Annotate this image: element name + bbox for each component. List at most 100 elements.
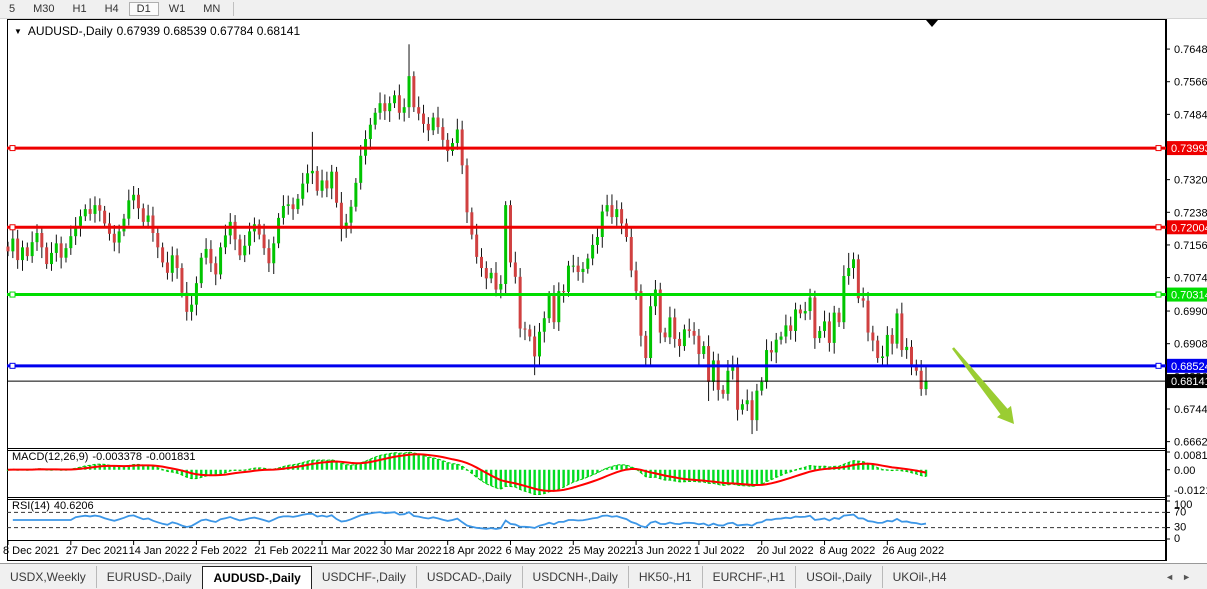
timeframe-button-d1[interactable]: D1 (128, 2, 159, 16)
timeframe-button-h4[interactable]: H4 (104, 3, 119, 15)
candle-up (760, 381, 764, 391)
tab-usdcnh-daily[interactable]: USDCNH-,Daily (521, 566, 628, 588)
date-axis-label: 25 May 2022 (568, 545, 632, 557)
candle-down (624, 223, 628, 237)
tab-usdcad-daily[interactable]: USDCAD-,Daily (415, 566, 522, 588)
candle-up (566, 265, 570, 292)
macd-histogram-bar (470, 469, 474, 474)
macd-histogram-bar (673, 469, 676, 482)
macd-histogram-bar (533, 469, 536, 495)
candle-down (871, 332, 875, 341)
tab-usdchf-daily[interactable]: USDCHF-,Daily (321, 570, 406, 584)
candle-down (692, 330, 696, 336)
toolbar-separator (233, 2, 235, 16)
macd-histogram-bar (427, 456, 430, 470)
macd-histogram-bar (924, 469, 928, 477)
candle-down (185, 292, 189, 312)
rsi-axis-label: 70 (1174, 506, 1186, 518)
date-axis-label: 27 Dec 2021 (66, 545, 128, 557)
date-axis-label: 13 Jun 2022 (631, 545, 692, 557)
candle-up (885, 334, 889, 357)
candle-up (847, 268, 851, 277)
sell-trend-arrow (952, 347, 1014, 424)
macd-histogram-bar (209, 469, 213, 476)
candle-down (697, 335, 701, 355)
macd-histogram-bar (253, 468, 256, 470)
candle-down (523, 328, 527, 330)
macd-histogram-bar (866, 463, 870, 470)
candle-up (30, 242, 34, 257)
candle-up (731, 364, 735, 371)
macd-histogram-bar (316, 460, 319, 470)
tab-hk50-h1[interactable]: HK50-,H1 (627, 566, 702, 588)
candle-up (726, 370, 730, 394)
macd-histogram-bar (818, 466, 821, 470)
candle-up (219, 247, 223, 275)
timeframe-button-w1[interactable]: W1 (168, 3, 186, 15)
candle-up (615, 209, 619, 218)
macd-histogram-bar (726, 469, 730, 485)
timeframe-button-m30[interactable]: M30 (33, 3, 55, 15)
macd-histogram-bar (707, 469, 710, 484)
macd-histogram-bar (108, 465, 111, 470)
candle-down (25, 247, 29, 257)
candle-up (74, 225, 78, 237)
candle-down (479, 256, 483, 269)
candle-up (823, 321, 827, 331)
candle-up (808, 297, 812, 312)
candle-up (895, 313, 899, 344)
candle-down (678, 338, 682, 347)
macd-histogram-bar (572, 469, 575, 483)
candle-up (310, 170, 314, 174)
macd-histogram-bar (644, 469, 647, 477)
candle-up (35, 233, 39, 243)
tab-usdx-weekly[interactable]: USDX,Weekly (10, 570, 86, 584)
timeframe-button-h1[interactable]: H1 (72, 3, 87, 15)
candle-down (914, 364, 918, 371)
tab-audusd-daily[interactable]: AUDUSD-,Daily (202, 565, 312, 589)
candle-down (634, 270, 638, 292)
candle-down (257, 224, 261, 235)
macd-histogram-bar (915, 469, 918, 474)
macd-histogram-bar (688, 469, 691, 482)
macd-histogram-bar (871, 465, 875, 470)
macd-histogram-bar (320, 459, 324, 470)
tab-eurchf-h1[interactable]: EURCHF-,H1 (701, 566, 796, 588)
macd-histogram-bar (451, 463, 454, 470)
tab-eurusd-daily[interactable]: EURUSD-,Daily (95, 566, 202, 588)
candle-down (156, 233, 160, 248)
macd-histogram-bar (799, 468, 802, 470)
macd-histogram-bar (760, 469, 763, 485)
symbol-dropdown-icon[interactable]: ▼ (14, 27, 22, 36)
price-axis-badge-label: 0.68141 (1171, 376, 1207, 388)
macd-histogram-bar (625, 465, 628, 470)
tab-usoil-daily[interactable]: USOil-,Daily (795, 566, 881, 588)
candle-down (88, 209, 92, 214)
tab-scroll-arrows[interactable]: ◄► (1165, 572, 1199, 582)
timeframe-button-m5[interactable]: 5 (9, 3, 16, 15)
macd-histogram-bar (258, 467, 261, 470)
macd-histogram-bar (113, 466, 116, 470)
tab-ukoil-h4[interactable]: UKOil-,H4 (881, 566, 957, 588)
candle-down (789, 325, 793, 331)
price-axis-badge (1167, 374, 1207, 389)
candle-down (919, 370, 923, 390)
timeframe-button-mn[interactable]: MN (203, 3, 221, 15)
candle-down (890, 334, 894, 344)
candle-down (16, 238, 20, 261)
macd-histogram-bar (775, 469, 778, 478)
macd-histogram-bar (692, 469, 696, 482)
macd-histogram-bar (823, 466, 826, 470)
candle-up (755, 390, 759, 421)
macd-signal-line (7, 453, 927, 492)
candle-down (673, 317, 677, 339)
candle-down (663, 332, 667, 338)
macd-histogram-bar (504, 469, 507, 487)
chart-ohlc-values: 0.67939 0.68539 0.67784 0.68141 (116, 24, 301, 38)
